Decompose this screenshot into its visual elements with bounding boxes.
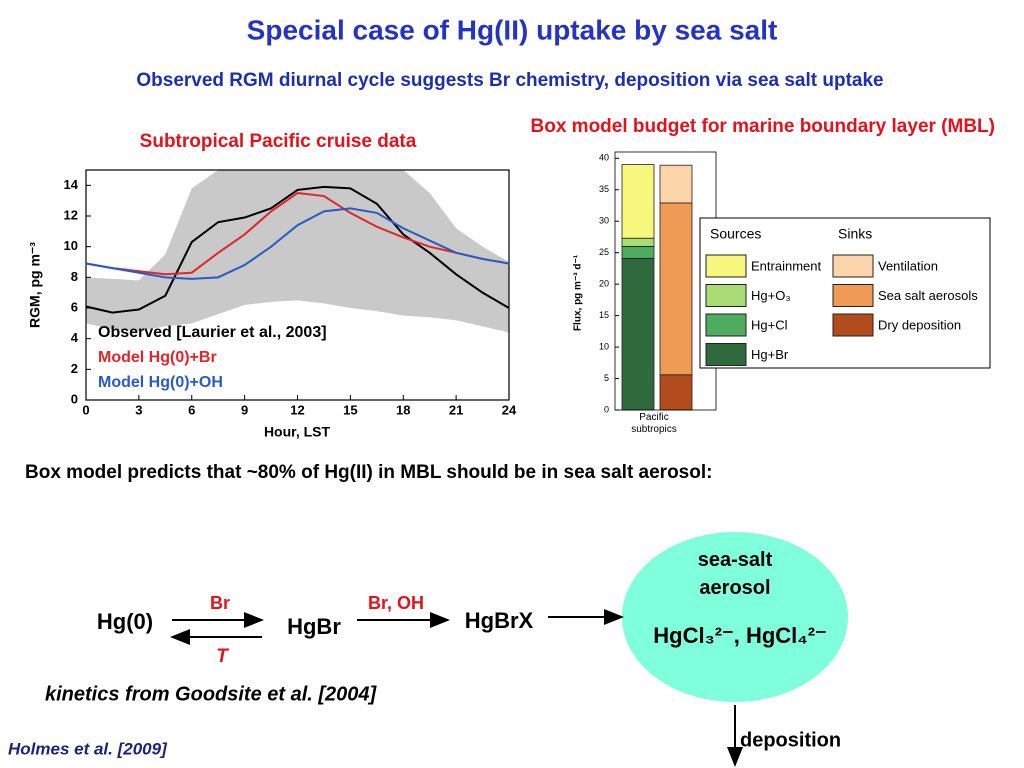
legend-swatch — [832, 254, 874, 278]
data-line — [85, 207, 510, 280]
range-band — [86, 170, 509, 333]
y-tick-label: 2 — [71, 361, 78, 376]
x-tick-label: Pacific subtropics — [631, 412, 677, 435]
node: HgBr — [287, 614, 341, 639]
aerosol-label: sea-salt aerosol — [697, 549, 773, 599]
x-tick-label: 21 — [449, 402, 463, 417]
edge-label: Br — [210, 593, 230, 613]
legend-group-label: Sinks — [838, 226, 872, 242]
legend-swatch — [705, 254, 747, 278]
bar-segment — [621, 237, 655, 247]
chart-title: Subtropical Pacific cruise data — [140, 131, 417, 152]
y-tick-label: 30 — [599, 216, 609, 226]
y-tick-label: 25 — [599, 247, 609, 257]
x-tick-label: 0 — [82, 402, 89, 417]
legend-swatch — [832, 313, 874, 337]
legend-swatch — [832, 284, 874, 307]
edge-label: deposition — [740, 729, 841, 751]
slide-title: Special case of Hg(II) uptake by sea sal… — [247, 14, 778, 45]
legend-swatch — [705, 284, 747, 307]
legend-label: Entrainment — [751, 258, 821, 273]
y-tick-label: 12 — [64, 207, 78, 222]
y-tick-label: 4 — [71, 330, 79, 345]
bar-segment — [659, 164, 693, 204]
statement: Box model predicts that ~80% of Hg(II) i… — [25, 462, 712, 483]
legend-swatch — [705, 313, 747, 337]
legend-label: Model Hg(0)+OH — [98, 374, 223, 391]
bar-segment — [659, 374, 693, 411]
citation: Holmes et al. [2009] — [8, 739, 168, 758]
x-tick-label: 24 — [502, 402, 517, 417]
data-line — [85, 185, 510, 314]
y-tick-label: 20 — [599, 279, 609, 289]
legend-group-label: Sources — [710, 226, 761, 242]
y-tick-label: 6 — [71, 299, 78, 314]
legend-label: Hg+Cl — [751, 317, 788, 332]
edge-label: Br, OH — [368, 593, 424, 613]
legend-label: Dry deposition — [878, 317, 961, 332]
subtitle: Observed RGM diurnal cycle suggests Br c… — [136, 70, 883, 91]
node: Hg(0) — [97, 609, 153, 634]
x-tick-label: 9 — [241, 402, 248, 417]
y-tick-label: 5 — [604, 373, 609, 383]
bar-segment — [659, 202, 693, 376]
y-axis-label: Flux, pg m⁻³ d⁻¹ — [573, 254, 584, 331]
edge-label: T — [216, 646, 229, 667]
x-axis-label: Hour, LST — [264, 424, 331, 440]
chart-title: Box model budget for marine boundary lay… — [530, 116, 996, 137]
legend-label: Ventilation — [878, 258, 938, 273]
legend-label: Sea salt aerosols — [878, 288, 978, 303]
y-tick-label: 40 — [599, 153, 609, 163]
x-tick-label: 6 — [188, 402, 195, 417]
y-tick-label: 10 — [64, 238, 78, 253]
y-tick-label: 0 — [604, 404, 609, 414]
bar-segment — [621, 245, 655, 259]
y-tick-label: 10 — [599, 341, 609, 351]
legend-label: Observed [Laurier et al., 2003] — [98, 324, 327, 341]
bar-segment — [621, 164, 655, 239]
y-tick-label: 8 — [71, 269, 78, 284]
x-tick-label: 12 — [290, 402, 304, 417]
aerosol-particle — [622, 532, 848, 702]
aerosol-species: HgCl₃²⁻, HgCl₄²⁻ — [653, 623, 826, 648]
y-tick-label: 15 — [599, 310, 609, 320]
node: HgBrX — [465, 608, 534, 633]
x-tick-label: 18 — [396, 402, 410, 417]
y-tick-label: 14 — [64, 177, 79, 192]
x-tick-label: 3 — [135, 402, 142, 417]
legend-swatch — [705, 343, 747, 366]
y-tick-label: 35 — [599, 184, 609, 194]
note: kinetics from Goodsite et al. [2004] — [45, 683, 378, 705]
legend-label: Model Hg(0)+Br — [98, 349, 217, 366]
y-axis-label: RGM, pg m⁻³ — [27, 242, 43, 328]
x-tick-label: 15 — [343, 402, 357, 417]
y-tick-label: 0 — [71, 391, 78, 406]
legend-label: Hg+O₃ — [751, 288, 791, 303]
bar-segment — [621, 257, 655, 411]
legend-label: Hg+Br — [751, 347, 789, 362]
data-line — [85, 191, 510, 276]
